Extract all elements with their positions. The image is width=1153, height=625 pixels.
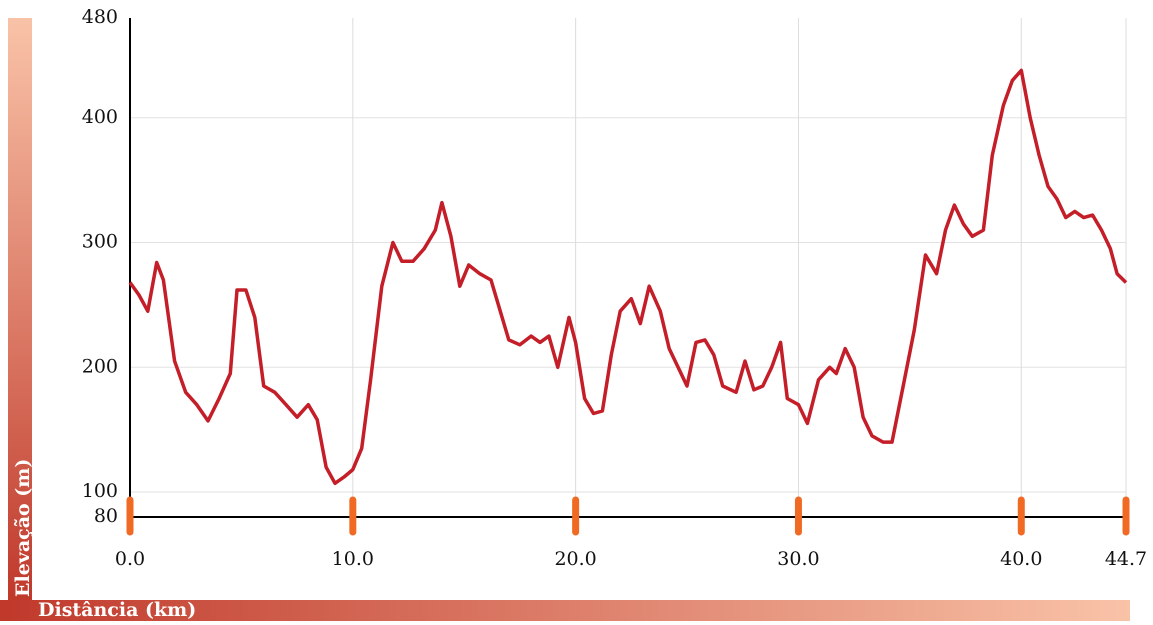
x-tick-label: 40.0: [1000, 548, 1042, 570]
x-tick-label: 10.0: [332, 548, 374, 570]
x-tick-label: 0.0: [115, 548, 145, 570]
x-tick-label: 30.0: [777, 548, 819, 570]
y-tick-label: 80: [94, 505, 118, 527]
x-tick-label: 44.7: [1105, 548, 1147, 570]
y-tick-label: 300: [82, 231, 118, 253]
x-band: [0, 600, 1130, 621]
x-tick-label: 20.0: [554, 548, 596, 570]
y-axis-title: Elevação (m): [12, 459, 34, 597]
elevation-line: [128, 68, 1128, 486]
y-tick-label: 400: [82, 106, 118, 128]
x-axis-title: Distância (km): [38, 599, 196, 621]
y-band: [8, 18, 32, 600]
y-tick-label: 200: [82, 355, 118, 377]
y-tick-label: 100: [82, 480, 118, 502]
y-tick-label: 480: [82, 6, 118, 28]
